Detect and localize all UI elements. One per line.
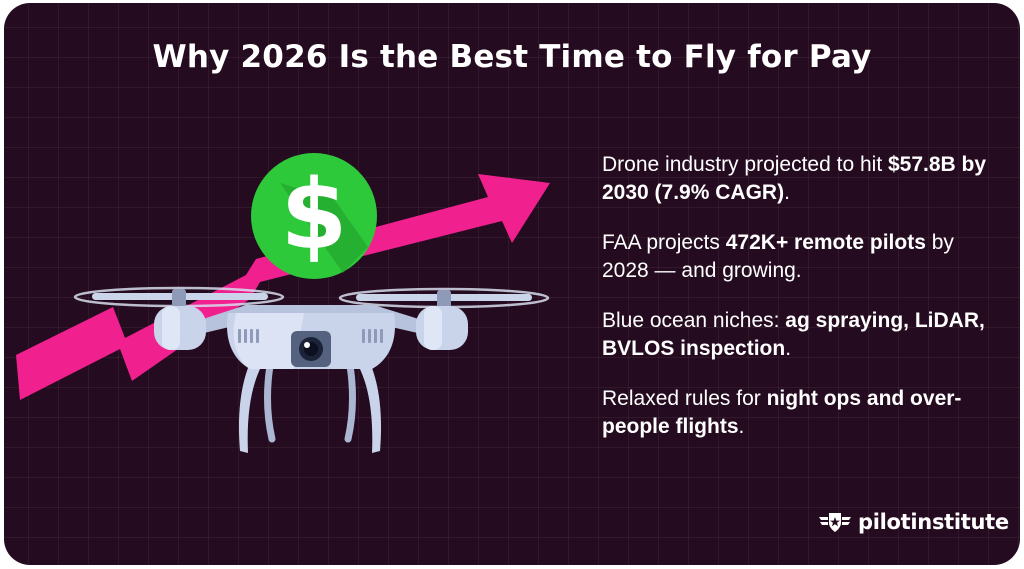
brand-logo: pilotinstitute [818, 507, 1009, 537]
point-niches: Blue ocean niches: ag spraying, LiDAR, B… [602, 309, 985, 360]
trend-arrow-icon [16, 174, 550, 400]
drone-icon [73, 286, 550, 453]
illustration: $ [16, 153, 550, 453]
key-points: Drone industry projected to hit $57.8B b… [602, 151, 1002, 463]
infographic-card: Why 2026 Is the Best Time to Fly for Pay… [4, 3, 1020, 565]
coin-symbol: $ [281, 159, 348, 271]
page-title: Why 2026 Is the Best Time to Fly for Pay [152, 39, 872, 75]
point-relaxed-rules: Relaxed rules for night ops and over-peo… [602, 387, 962, 438]
point-remote-pilots: FAA projects 472K+ remote pilots by 2028… [602, 231, 954, 282]
point-market-size: Drone industry projected to hit $57.8B b… [602, 153, 987, 204]
brand-name: pilotinstitute [858, 510, 1009, 534]
dollar-coin-icon: $ [251, 153, 377, 279]
winged-star-shield-icon [819, 513, 851, 532]
